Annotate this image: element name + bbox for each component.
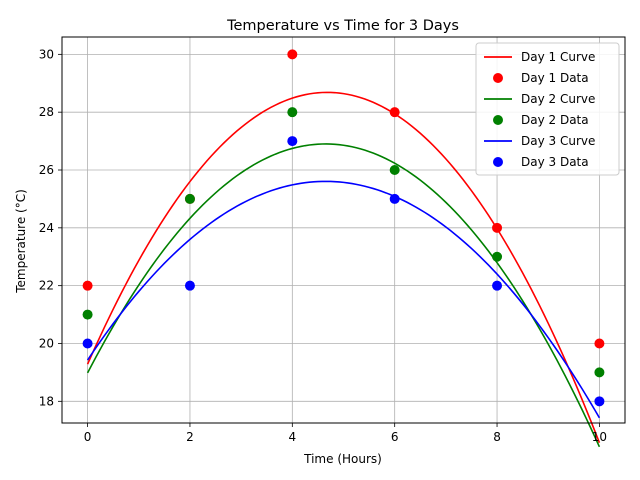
legend-label: Day 2 Curve [521, 92, 595, 106]
legend-point-swatch [493, 115, 503, 125]
data-point [184, 193, 195, 204]
y-tick-label: 26 [39, 163, 54, 177]
legend-point-swatch [493, 157, 503, 167]
y-tick-label: 20 [39, 336, 54, 350]
data-point [82, 338, 93, 349]
curve-line [86, 180, 601, 419]
data-point [389, 165, 400, 176]
legend-label: Day 1 Curve [521, 50, 595, 64]
y-tick-label: 22 [39, 279, 54, 293]
data-point [594, 396, 605, 407]
data-point [82, 280, 93, 291]
x-tick-label: 8 [493, 430, 501, 444]
data-point [492, 251, 503, 262]
x-tick-label: 4 [288, 430, 296, 444]
data-point [287, 136, 298, 147]
curves [86, 91, 601, 448]
data-point [492, 222, 503, 233]
y-tick-label: 18 [39, 394, 54, 408]
y-tick-label: 30 [39, 47, 54, 61]
data-point [184, 280, 195, 291]
x-tick-label: 10 [592, 430, 607, 444]
x-tick-label: 6 [391, 430, 399, 444]
data-point [287, 107, 298, 118]
x-axis-label: Time (Hours) [303, 452, 382, 466]
data-point [389, 107, 400, 118]
curve-line [86, 91, 601, 443]
legend-label: Day 1 Data [521, 71, 589, 85]
axes-frame [61, 36, 626, 424]
x-tick-label: 2 [186, 430, 194, 444]
data-point [287, 49, 298, 60]
y-tick-label: 24 [39, 221, 54, 235]
data-point [389, 193, 400, 204]
chart-title: Temperature vs Time for 3 Days [226, 18, 459, 34]
data-point [82, 309, 93, 320]
curve-line [86, 143, 601, 448]
legend: Day 1 Curve Day 1 Data Day 2 Curve Day 2 Da… [475, 42, 620, 176]
legend-box [475, 42, 620, 176]
data-point [492, 280, 503, 291]
x-tick-label: 0 [84, 430, 92, 444]
legend-label: Day 3 Data [521, 155, 589, 169]
y-tick-label: 28 [39, 105, 54, 119]
y-axis-label: Temperature (°C) [14, 189, 28, 294]
legend-label: Day 2 Data [521, 113, 589, 127]
points [82, 49, 605, 407]
data-point [594, 338, 605, 349]
legend-point-swatch [493, 73, 503, 83]
data-point [594, 367, 605, 378]
legend-label: Day 3 Curve [521, 134, 595, 148]
